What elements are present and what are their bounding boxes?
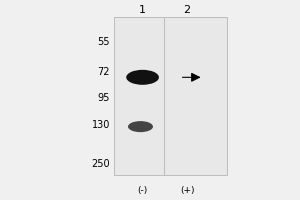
Text: 130: 130 bbox=[92, 120, 110, 130]
Text: (+): (+) bbox=[180, 186, 194, 195]
Text: 2: 2 bbox=[184, 5, 191, 15]
Text: (-): (-) bbox=[137, 186, 148, 195]
Text: 1: 1 bbox=[139, 5, 146, 15]
Bar bbox=[114, 17, 227, 175]
Text: 72: 72 bbox=[98, 67, 110, 77]
Ellipse shape bbox=[126, 70, 159, 85]
Text: 95: 95 bbox=[98, 93, 110, 103]
Text: 250: 250 bbox=[91, 159, 110, 169]
Ellipse shape bbox=[128, 121, 153, 132]
Text: 55: 55 bbox=[98, 37, 110, 47]
